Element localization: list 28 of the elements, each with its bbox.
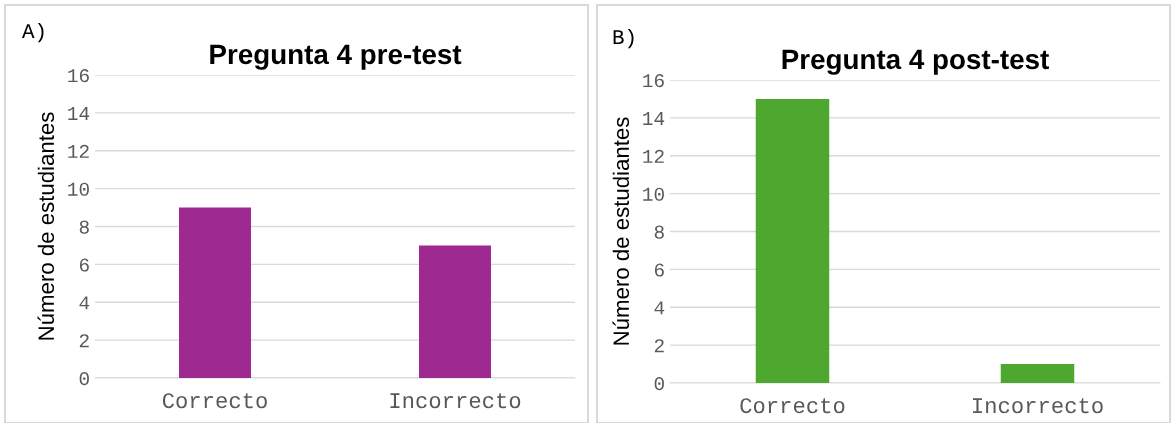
y-tick-label: 2 [654, 339, 664, 353]
y-tick-label: 10 [643, 187, 664, 201]
y-tick-label: 2 [79, 334, 89, 348]
y-tick-label: 14 [643, 112, 665, 125]
y-tick-label: 6 [79, 258, 89, 272]
y-tick-label: 12 [643, 149, 664, 163]
y-tick-label: 14 [68, 107, 90, 120]
y-tick-label: 0 [654, 377, 664, 391]
y-tick-label: 16 [68, 69, 89, 83]
y-tick-label: 4 [654, 301, 665, 315]
y-tick-label: 4 [79, 296, 90, 310]
y-tick-label: 8 [654, 225, 664, 239]
y-axis-title: Número de estudiantes [37, 112, 55, 340]
x-tick-label: Incorrecto [973, 398, 1103, 414]
y-tick-label: 10 [68, 182, 89, 196]
y-tick-label: 16 [643, 74, 664, 88]
y-tick-label: 12 [68, 144, 89, 158]
chart-title: Pregunta 4 post-test [782, 49, 1049, 75]
y-axis-title: Número de estudiantes [612, 117, 630, 345]
y-tick-label: 6 [654, 263, 664, 277]
y-tick-label: 0 [79, 372, 89, 386]
chart-title: Pregunta 4 pre-test [210, 44, 462, 70]
y-tick-label: 8 [79, 220, 89, 234]
text: B) [613, 28, 634, 49]
x-tick-label: Incorrecto [390, 393, 521, 409]
text: A) [22, 22, 44, 43]
x-tick-label: Correcto [740, 398, 845, 414]
x-tick-label: Correcto [162, 393, 267, 409]
